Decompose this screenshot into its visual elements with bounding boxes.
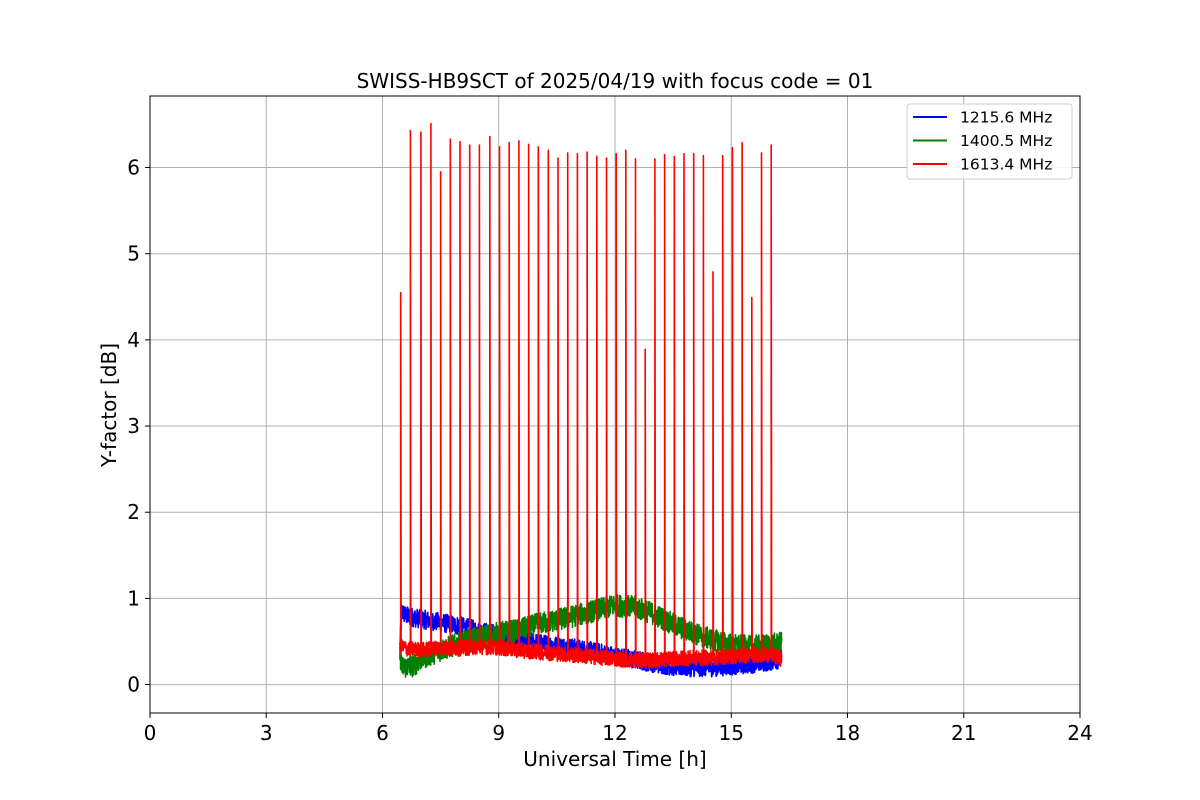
x-axis-label: Universal Time [h] xyxy=(523,747,706,771)
x-tick-label: 15 xyxy=(719,721,744,745)
plot-series xyxy=(399,122,783,678)
y-axis-label: Y-factor [dB] xyxy=(97,343,121,468)
x-tick-label: 12 xyxy=(602,721,627,745)
y-tick-label: 1 xyxy=(127,586,140,610)
legend-label: 1400.5 MHz xyxy=(960,132,1052,150)
legend-box xyxy=(906,103,1073,180)
legend: 1215.6 MHz 1400.5 MHz 1613.4 MHz xyxy=(906,103,1073,180)
legend-label: 1613.4 MHz xyxy=(960,156,1052,174)
x-tick-label: 21 xyxy=(951,721,976,745)
y-tick-label: 6 xyxy=(127,156,140,180)
y-tick-label: 0 xyxy=(127,673,140,697)
x-tick-label: 3 xyxy=(260,721,273,745)
series-line-3 xyxy=(399,122,783,669)
y-axis: 0 1 2 3 4 5 6 xyxy=(127,156,150,697)
y-tick-label: 5 xyxy=(127,242,140,266)
chart-title: SWISS-HB9SCT of 2025/04/19 with focus co… xyxy=(357,69,874,93)
series-line-2 xyxy=(399,593,783,678)
series-line-1 xyxy=(399,604,783,678)
y-tick-label: 3 xyxy=(127,414,140,438)
x-axis: 0 3 6 9 12 15 18 21 24 xyxy=(144,713,1093,745)
x-tick-label: 9 xyxy=(492,721,505,745)
x-tick-label: 0 xyxy=(144,721,157,745)
x-tick-label: 24 xyxy=(1067,721,1092,745)
y-tick-label: 2 xyxy=(127,500,140,524)
x-tick-label: 6 xyxy=(376,721,389,745)
y-tick-label: 4 xyxy=(127,328,140,352)
legend-label: 1215.6 MHz xyxy=(960,109,1052,127)
x-tick-label: 18 xyxy=(835,721,860,745)
